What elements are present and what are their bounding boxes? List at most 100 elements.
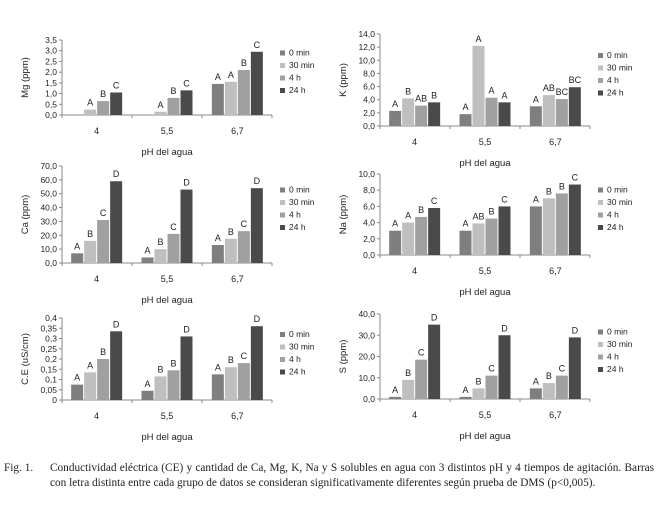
y-tick-label: 8,0 [363,68,375,78]
bar [237,363,250,400]
significance-letter: C [254,40,261,50]
bar [237,70,250,115]
x-tick-label: 5,5 [161,411,174,421]
y-tick-label: 10,0 [358,373,375,383]
x-tick-label: 5,5 [161,274,174,284]
significance-letter: C [100,208,107,218]
legend-swatch [280,225,285,230]
significance-letter: AB [543,83,555,93]
bar [84,372,97,400]
bar [167,97,180,115]
significance-letter: A [533,94,539,104]
bar [154,376,167,400]
significance-letter: C [572,173,579,183]
bar [555,193,568,255]
significance-letter: C [113,81,120,91]
bar [542,383,555,399]
y-tick-label: 40,0 [358,309,375,319]
significance-letter: D [113,169,120,179]
legend-label: 24 h [289,85,306,95]
y-tick-label: 20,0 [40,230,57,240]
legend-label: 0 min [289,185,310,195]
bar [498,335,511,399]
y-tick-label: 0,35 [40,323,57,333]
legend-swatch [598,200,603,205]
x-axis-label: pH del agua [459,158,511,169]
significance-letter: B [241,58,247,68]
legend-label: 30 min [289,60,315,70]
y-tick-label: 0,4 [45,313,57,323]
significance-letter: B [405,86,411,96]
bar [529,206,542,255]
y-tick-label: 14,0 [358,29,375,39]
y-tick-label: 0,0 [45,258,57,268]
legend-label: 0 min [607,185,628,195]
x-tick-label: 4 [94,411,99,421]
x-tick-label: 5,5 [479,266,492,276]
bar [71,253,84,263]
significance-letter: A [392,219,398,229]
bar [237,231,250,263]
legend-swatch [280,332,285,337]
y-tick-label: 0,0 [363,394,375,404]
significance-letter: C [559,364,566,374]
bar [154,249,167,263]
legend-label: 0 min [289,48,310,58]
bar [542,95,555,126]
significance-letter: A [74,241,80,251]
significance-letter: A [533,194,539,204]
legend-swatch [280,212,285,218]
bar [555,375,568,399]
y-tick-label: 4,0 [363,95,375,105]
x-tick-label: 6,7 [549,266,562,276]
significance-letter: D [183,324,190,334]
legend-label: 24 h [289,367,306,377]
x-tick-label: 6,7 [231,126,244,136]
bar [224,367,237,400]
y-tick-label: 30,0 [358,330,375,340]
bar [459,396,472,399]
bar [167,370,180,400]
significance-letter: AB [472,211,484,221]
bar [97,101,110,115]
y-tick-label: 6,0 [363,201,375,211]
significance-letter: B [87,229,93,239]
y-tick-label: 40,0 [40,203,57,213]
y-tick-label: 10,0 [358,55,375,65]
bar [459,230,472,255]
y-tick-label: 20,0 [358,352,375,362]
significance-letter: D [572,325,579,335]
significance-letter: C [183,78,190,88]
x-tick-label: 5,5 [161,126,174,136]
y-tick-label: 0,25 [40,344,57,354]
bar [485,375,498,399]
significance-letter: C [431,196,438,206]
x-tick-label: 6,7 [231,411,244,421]
bar [141,390,154,400]
bar [250,51,263,115]
legend-label: 4 h [607,75,619,85]
bar [84,240,97,263]
bar [97,220,110,263]
bar [529,106,542,126]
bar [529,388,542,399]
bar [167,233,180,263]
y-tick-label: 0,3 [45,334,57,344]
legend-label: 0 min [289,329,310,339]
y-tick-label: 0,0 [363,121,375,131]
significance-letter: BC [569,75,582,85]
bar [141,257,154,263]
bar [71,384,84,400]
y-axis-label: Na (ppm) [338,195,349,235]
significance-letter: D [254,176,261,186]
bar [428,324,441,399]
y-tick-label: 2,0 [45,67,57,77]
y-tick-label: 3,0 [45,46,57,56]
y-tick-label: 0,15 [40,364,57,374]
y-axis-label: K (ppm) [338,63,349,97]
figure-charts: 0,00,51,01,52,02,53,03,5Mg (ppm)ABC4ABC5… [20,29,633,443]
significance-letter: D [501,323,508,333]
x-tick-label: 5,5 [479,410,492,420]
y-axis-label: C.E (uS/cm) [20,333,31,385]
